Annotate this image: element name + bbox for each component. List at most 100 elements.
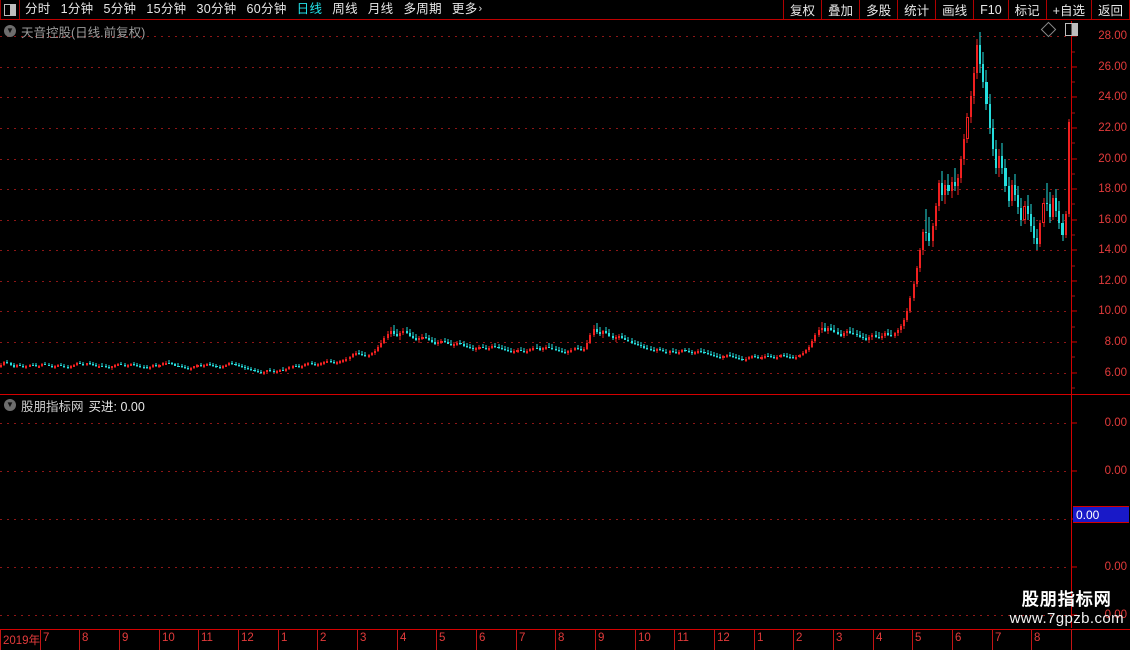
period-tab-3[interactable]: 15分钟	[141, 0, 191, 19]
candle-body	[811, 341, 814, 347]
indicator-plot-area[interactable]	[0, 395, 1071, 628]
candle-body	[586, 342, 589, 349]
candlestick	[424, 21, 427, 394]
candle-body	[370, 353, 373, 356]
candle-wick	[273, 368, 275, 373]
layout-split-icon[interactable]	[1065, 23, 1078, 36]
price-gridline	[0, 342, 1071, 343]
candlestick	[934, 21, 937, 394]
candle-wick	[561, 347, 563, 353]
toolbar-button-7[interactable]: +自选	[1045, 0, 1091, 19]
candle-body	[633, 342, 636, 344]
candlestick	[925, 21, 928, 394]
candle-body	[440, 341, 443, 344]
panel-layout-icon[interactable]	[0, 0, 20, 19]
candle-body	[484, 347, 487, 349]
candlestick	[681, 21, 684, 394]
date-axis-label: 4	[876, 632, 883, 644]
indicator-value-highlight[interactable]: 0.00	[1073, 506, 1129, 523]
price-axis-minor-tick	[1072, 142, 1075, 144]
candle-body	[817, 329, 820, 335]
candle-body	[532, 347, 535, 350]
candlestick	[690, 21, 693, 394]
period-tab-4[interactable]: 30分钟	[191, 0, 241, 19]
period-tab-10[interactable]: 更多 ›	[447, 0, 488, 19]
period-tab-7[interactable]: 周线	[327, 0, 363, 19]
toolbar-right-group: 复权 叠加 多股 统计 画线 F10 标记 +自选 返回	[783, 0, 1130, 19]
candlestick	[500, 21, 503, 394]
period-tab-6[interactable]: 日线	[292, 0, 328, 19]
candle-wick	[700, 348, 702, 353]
candle-body	[760, 357, 763, 359]
candlestick	[887, 21, 890, 394]
candle-body	[497, 346, 500, 349]
candle-body	[880, 335, 883, 338]
candle-body	[1045, 202, 1048, 205]
indicator-gridline	[0, 567, 1071, 568]
candle-wick	[485, 344, 487, 350]
period-tab-5[interactable]: 60分钟	[242, 0, 292, 19]
chevron-down-circle-icon[interactable]: ▼	[4, 399, 16, 411]
period-tab-9[interactable]: 多周期	[398, 0, 446, 19]
candle-wick	[637, 341, 639, 347]
candlestick	[91, 21, 94, 394]
toolbar-button-5[interactable]: F10	[973, 0, 1008, 19]
candle-wick	[412, 331, 414, 339]
candlestick	[646, 21, 649, 394]
toolbar-button-8[interactable]: 返回	[1090, 0, 1130, 19]
candlestick	[915, 21, 918, 394]
candle-body	[212, 364, 215, 366]
candle-body	[402, 330, 405, 333]
candle-wick	[209, 361, 211, 366]
date-axis-label: 8	[82, 632, 89, 644]
date-axis[interactable]: 2019年 7 8 9 10 11 12 1 2 3 4 5 6 7 8 9 10 11 12 1 2 3 4 5 6 7 8	[0, 629, 1130, 650]
candle-body	[47, 364, 50, 366]
price-chart-pane[interactable]: ▼ 天音控股(日线.前复权) 28.00 26.00 24.00 22.00 20.00…	[0, 21, 1130, 394]
candlestick	[960, 21, 963, 394]
candlestick	[624, 21, 627, 394]
chevron-right-icon[interactable]: ›	[478, 3, 483, 15]
toolbar-button-4[interactable]: 画线	[935, 0, 973, 19]
price-axis-label: 24.00	[1098, 91, 1127, 103]
toolbar-button-0[interactable]: 复权	[783, 0, 821, 19]
diamond-icon[interactable]	[1040, 21, 1057, 38]
period-tab-1[interactable]: 1分钟	[56, 0, 99, 19]
candlestick	[982, 21, 985, 394]
period-tab-2[interactable]: 5分钟	[98, 0, 141, 19]
price-plot-area[interactable]	[0, 21, 1071, 394]
toolbar-button-2[interactable]: 多股	[859, 0, 897, 19]
toolbar-button-6[interactable]: 标记	[1007, 0, 1046, 19]
price-axis-tick	[1072, 127, 1077, 129]
period-tab-0[interactable]: 分时	[20, 0, 56, 19]
candle-wick	[539, 345, 541, 351]
candlestick	[953, 21, 956, 394]
candlestick	[231, 21, 234, 394]
price-axis-tick	[1072, 96, 1077, 98]
candle-body	[164, 362, 167, 365]
candlestick	[931, 21, 934, 394]
candle-body	[858, 335, 861, 337]
page-title: 天音控股(日线.前复权)	[21, 25, 146, 40]
candlestick	[202, 21, 205, 394]
candlestick	[335, 21, 338, 394]
date-axis-separator	[278, 630, 279, 650]
candlestick	[598, 21, 601, 394]
date-axis-label: 11	[677, 632, 689, 644]
indicator-axis-label: 0.00	[1104, 465, 1127, 477]
candle-body	[988, 103, 991, 128]
toolbar-button-3[interactable]: 统计	[897, 0, 935, 19]
price-axis[interactable]: 28.00 26.00 24.00 22.00 20.00 18.00 16.00 14.00…	[1071, 21, 1130, 394]
candle-wick	[177, 363, 179, 368]
period-tab-label: 1分钟	[60, 2, 94, 16]
candle-body	[389, 331, 392, 335]
chevron-down-circle-icon[interactable]: ▼	[4, 25, 16, 37]
period-tab-8[interactable]: 月线	[363, 0, 399, 19]
indicator-pane[interactable]: ▼ 股朋指标网 买进: 0.00 0.000.000.000.000.000.0…	[0, 394, 1130, 628]
candlestick	[190, 21, 193, 394]
candle-body	[95, 365, 98, 367]
candle-body	[899, 326, 902, 331]
indicator-axis[interactable]: 0.000.000.000.000.000.00	[1071, 395, 1130, 628]
toolbar-button-1[interactable]: 叠加	[821, 0, 859, 19]
candle-body	[323, 362, 326, 365]
